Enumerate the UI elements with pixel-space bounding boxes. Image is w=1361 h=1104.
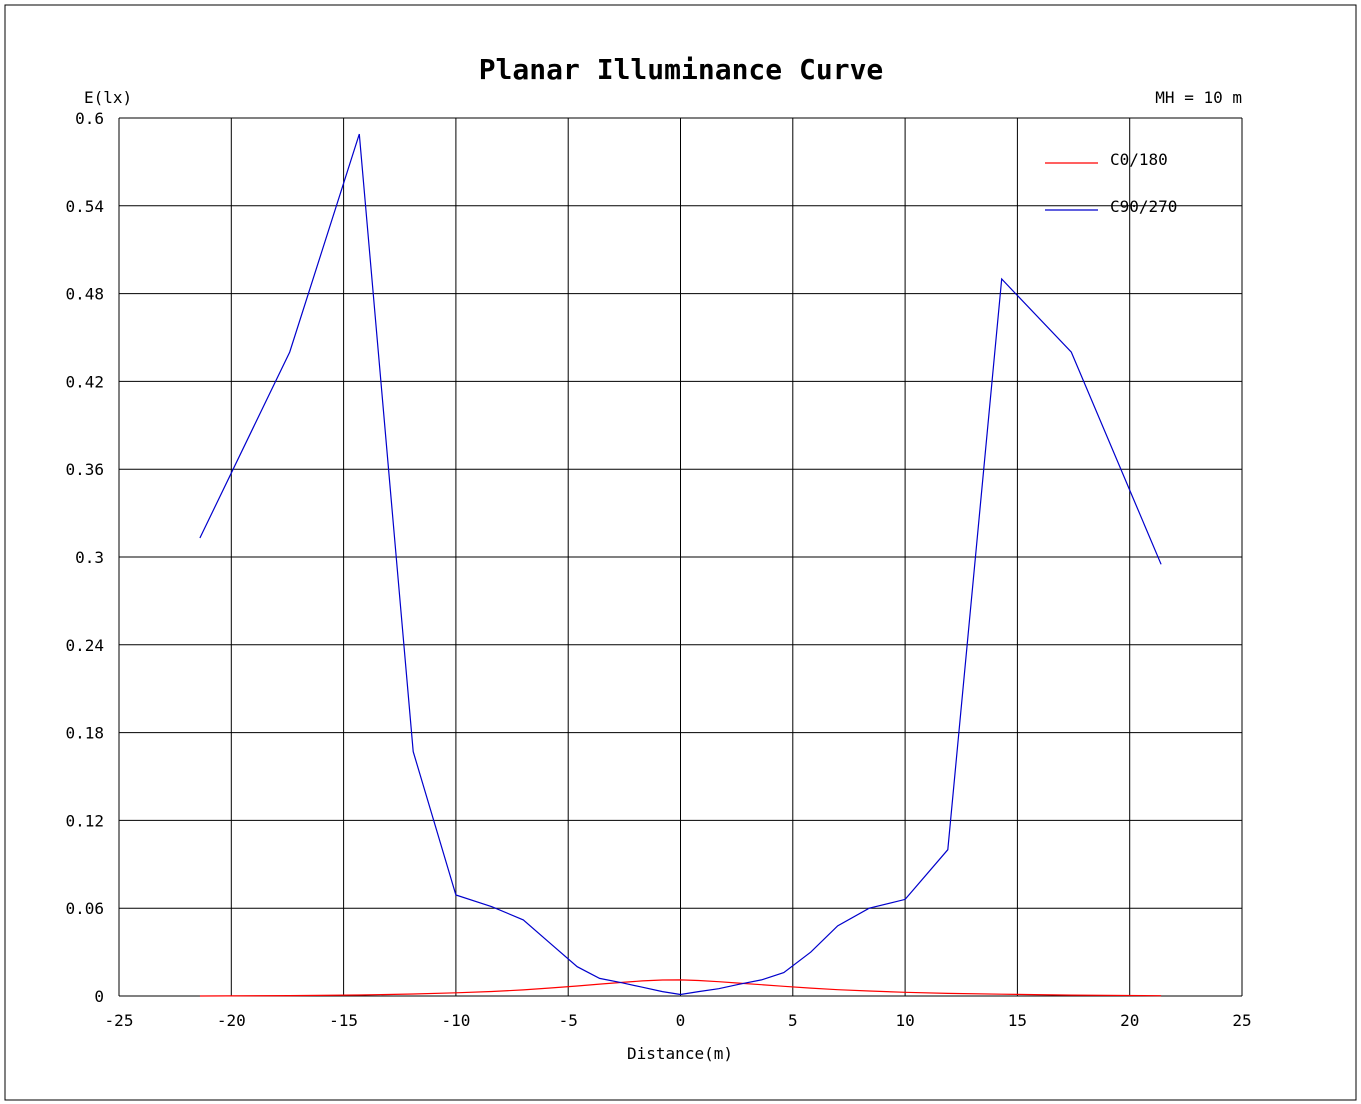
y-tick-label: 0.3 [75, 548, 104, 567]
x-tick-label: -5 [559, 1011, 578, 1030]
mounting-height-annotation: MH = 10 m [1155, 88, 1242, 107]
x-tick-label: 15 [1008, 1011, 1027, 1030]
y-tick-label: 0.12 [65, 811, 104, 830]
x-tick-label: 0 [676, 1011, 686, 1030]
tick-labels: -25 -20 -15 -10 -5 0 5 10 15 20 25 0 0.06 0.12 0.18 0.2… [65, 109, 1251, 1030]
y-tick-label: 0.42 [65, 372, 104, 391]
x-tick-label: -20 [217, 1011, 246, 1030]
y-tick-label: 0.18 [65, 724, 104, 743]
legend-label: C0/180 [1110, 150, 1168, 169]
series-line-c0-180 [199, 979, 1162, 997]
chart-title: Planar Illuminance Curve [479, 53, 884, 86]
x-tick-label: 5 [788, 1011, 798, 1030]
x-tick-label: -10 [441, 1011, 470, 1030]
x-axis-label: Distance(m) [627, 1044, 733, 1063]
series-lines [199, 133, 1162, 997]
x-tick-label: 25 [1232, 1011, 1251, 1030]
x-tick-label: -25 [105, 1011, 134, 1030]
y-tick-label: 0.06 [65, 899, 104, 918]
legend-label: C90/270 [1110, 197, 1177, 216]
series-line-c90-270 [199, 133, 1162, 996]
y-tick-label: 0.48 [65, 285, 104, 304]
y-tick-label: 0 [94, 987, 104, 1006]
legend: C0/180 C90/270 [1045, 150, 1177, 216]
y-axis-label: E(lx) [84, 88, 132, 107]
grid [118, 117, 1243, 997]
y-tick-label: 0.6 [75, 109, 104, 128]
x-tick-label: 10 [895, 1011, 914, 1030]
x-tick-label: 20 [1120, 1011, 1139, 1030]
x-tick-label: -15 [329, 1011, 358, 1030]
y-tick-label: 0.24 [65, 636, 104, 655]
y-tick-label: 0.54 [65, 197, 104, 216]
y-tick-label: 0.36 [65, 460, 104, 479]
